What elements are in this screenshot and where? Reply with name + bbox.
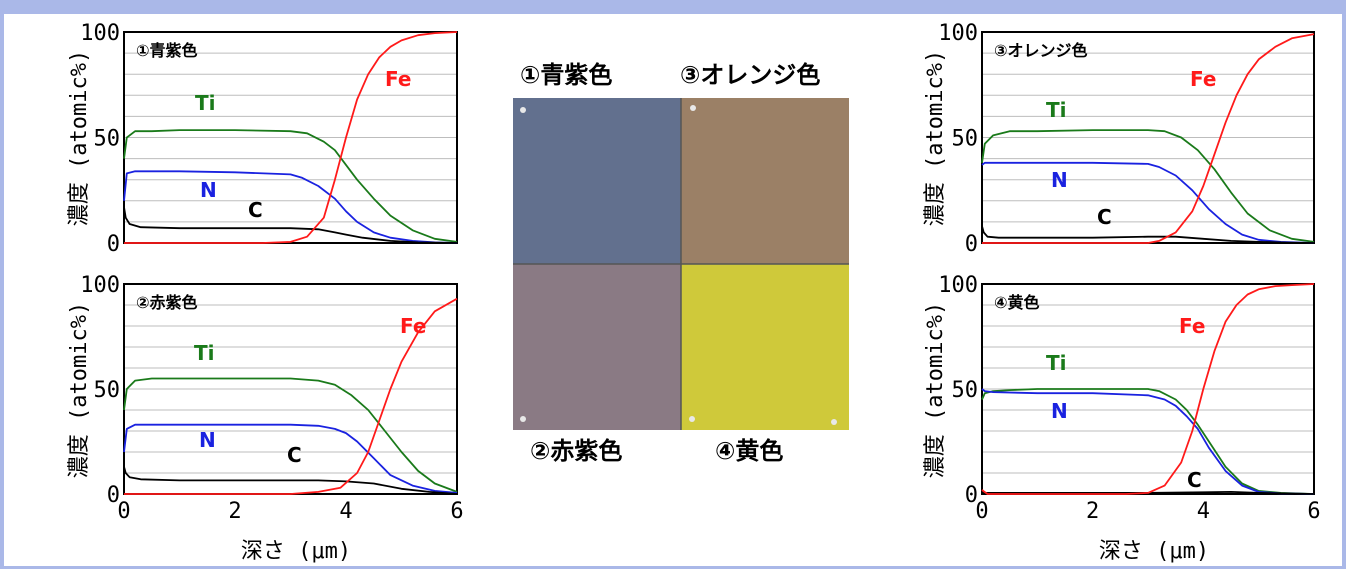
y-tick-label: 0 [107,483,120,508]
x-axis-label-left: 深さ (μm) [241,539,351,564]
y-axis-label-bottom-left: 濃度 (atomic%) [67,302,92,478]
series-label-ti-3: Ti [1046,98,1067,122]
series-line-fe [124,31,458,244]
chart-title: ①青紫色 [136,41,198,60]
y-tick-label: 50 [94,378,121,403]
photo-label-yellow: ④黄色 [715,437,783,465]
series-line-ti [123,129,458,243]
series-label-n-4: N [1051,399,1068,423]
screw-hole-3 [520,416,526,422]
x-axis-label-right: 深さ (μm) [1099,539,1209,564]
y-axis-label-top-left: 濃度 (atomic%) [67,50,92,226]
x-tick-label: 6 [1307,499,1320,524]
chart-title: ②赤紫色 [136,293,198,312]
photo-label-redpurple: ②赤紫色 [530,437,622,465]
y-tick-label: 100 [80,273,120,298]
photo-label-orange: ③オレンジ色 [680,61,820,89]
series-label-fe-2: Fe [400,314,426,338]
series-label-c-1: C [248,198,263,222]
series-label-fe-1: Fe [385,67,411,91]
series-line-c [981,225,1315,244]
series-label-ti-1: Ti [195,91,216,115]
x-tick-label: 0 [117,499,130,524]
sample-orange [681,98,849,264]
y-tick-label: 50 [952,127,979,152]
sample-photo [513,98,849,430]
y-axis-label-bottom-right: 濃度 (atomic%) [923,302,948,478]
series-line-ti [981,388,1315,495]
screw-hole-5 [831,419,837,425]
series-line-fe [981,283,1315,495]
x-tick-label: 2 [1086,499,1099,524]
screw-hole-2 [690,105,696,111]
y-tick-label: 100 [80,21,120,46]
series-line-ti [123,377,458,493]
chart-1: ①青紫色 0 50 100 [80,21,458,257]
series-line-n [123,170,458,244]
series-label-c-4: C [1187,468,1202,492]
series-label-ti-4: Ti [1046,351,1067,375]
chart-2: ②赤紫色 0 50 100 0 2 4 6 [80,273,463,524]
series-line-n [123,423,458,494]
plot-frame [123,31,458,244]
x-tick-label: 2 [228,499,241,524]
series-label-n-2: N [199,428,216,452]
series-label-ti-2: Ti [194,341,215,365]
series-line-ti [981,129,1315,243]
y-tick-label: 0 [107,232,120,257]
x-tick-label: 0 [975,499,988,524]
photo-label-bluepurple: ①青紫色 [520,61,612,89]
x-tick-label: 4 [1197,499,1210,524]
y-axis-label-top-right: 濃度 (atomic%) [923,50,948,226]
y-tick-label: 100 [938,21,978,46]
screw-hole-1 [520,107,526,113]
series-label-fe-4: Fe [1179,314,1205,338]
series-line-c [123,466,458,495]
series-line-fe [124,297,458,495]
y-tick-label: 50 [952,378,979,403]
series-label-fe-3: Fe [1190,67,1216,91]
series-line-fe [982,33,1315,244]
series-label-n-1: N [200,178,217,202]
series-label-n-3: N [1051,168,1068,192]
chart-4: ④黄色 0 50 100 0 2 4 6 [938,273,1320,524]
series-label-c-3: C [1097,205,1112,229]
chart-title: ③オレンジ色 [994,41,1088,60]
series-line-n [981,388,1315,495]
y-tick-label: 0 [965,232,978,257]
chart-3: ③オレンジ色 0 50 100 [938,21,1315,257]
x-tick-label: 4 [339,499,352,524]
chart-title: ④黄色 [994,293,1040,312]
series-label-c-2: C [287,443,302,467]
screw-hole-4 [689,416,695,422]
y-tick-label: 0 [965,483,978,508]
sample-redpurple [513,264,681,430]
x-tick-label: 6 [450,499,463,524]
sample-bluepurple [513,98,681,264]
y-tick-label: 50 [94,127,121,152]
sample-yellow [681,264,849,430]
series-line-c [123,206,458,244]
y-tick-label: 100 [938,273,978,298]
series-line-n [981,161,1315,244]
